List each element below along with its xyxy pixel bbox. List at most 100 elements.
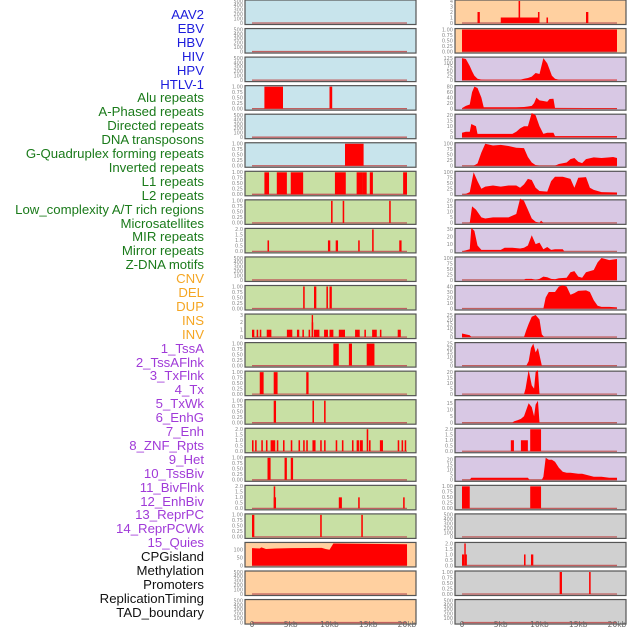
track-label: EBV xyxy=(177,20,204,36)
track-frame xyxy=(244,399,417,425)
track-bar xyxy=(530,486,542,509)
track-bar xyxy=(397,329,401,338)
y-tick-label: 0.00 xyxy=(232,192,243,198)
y-tick-label: 100 xyxy=(443,170,453,176)
track-bar xyxy=(477,12,480,23)
y-tick-label: 1.5 xyxy=(235,433,243,439)
track-frame xyxy=(454,513,627,540)
y-tick-label: 0.75 xyxy=(442,575,453,581)
track-bar xyxy=(379,329,382,338)
track-frame xyxy=(244,370,417,397)
track-panel: 0.000.250.500.751.00 xyxy=(232,284,417,312)
y-tick-label: 0 xyxy=(450,106,453,112)
y-tick-label: 5 xyxy=(450,386,453,392)
track-label: 15_Quies xyxy=(147,535,204,551)
track-bar xyxy=(326,286,328,309)
track-bar xyxy=(256,329,259,338)
track-bar xyxy=(324,329,328,338)
track-bar xyxy=(358,497,360,509)
track-label: AAV2 xyxy=(171,7,204,22)
track-bar xyxy=(320,440,322,452)
y-tick-label: 100 xyxy=(233,273,243,279)
track-bar xyxy=(364,329,366,338)
y-tick-label: 25 xyxy=(447,272,453,278)
track-label: 11_BivFlnk xyxy=(139,479,204,495)
track-bar xyxy=(329,86,333,109)
y-tick-label: 0.75 xyxy=(232,461,243,467)
y-tick-label: 0.25 xyxy=(232,529,243,535)
y-tick-label: 0.00 xyxy=(232,106,243,112)
y-tick-label: 300 xyxy=(233,36,243,42)
track-panel: 0.000.250.500.751.00 xyxy=(232,513,417,541)
y-tick-label: 0 xyxy=(450,192,453,198)
track-label: Low_complexity A/T rich regions xyxy=(15,201,204,217)
track-bar xyxy=(351,440,354,452)
y-tick-label: 20 xyxy=(447,295,453,301)
track-bar xyxy=(356,172,363,195)
y-tick-label: 0.75 xyxy=(442,33,453,39)
y-tick-label: 0.25 xyxy=(232,187,243,193)
y-tick-label: 25 xyxy=(447,313,453,319)
track-panel: 0.000.250.500.751.00 xyxy=(232,84,417,112)
track-bar xyxy=(372,329,377,338)
y-tick-label: 0.50 xyxy=(232,467,243,473)
track-bar xyxy=(537,12,540,23)
y-tick-label: 10 xyxy=(447,210,453,216)
y-tick-label: 0 xyxy=(240,21,243,27)
y-tick-label: 200 xyxy=(443,526,453,532)
y-tick-label: 10 xyxy=(447,468,453,474)
y-tick-label: 100 xyxy=(233,45,243,51)
y-tick-label: 200 xyxy=(233,41,243,47)
y-tick-label: 500 xyxy=(233,256,243,262)
track-frame xyxy=(244,227,417,254)
track-label: Methylation xyxy=(136,563,204,578)
y-tick-label: 1.00 xyxy=(232,284,243,290)
track-label: Inverted repeats xyxy=(108,159,204,175)
y-tick-label: 20 xyxy=(447,370,453,376)
track-label: L1 repeats xyxy=(141,173,204,189)
y-tick-label: 50 xyxy=(447,181,453,187)
y-tick-label: 0 xyxy=(450,363,453,369)
y-tick-label: 1.00 xyxy=(232,399,243,405)
y-tick-label: 100 xyxy=(233,587,243,593)
y-tick-label: 5 xyxy=(450,359,453,365)
track-area xyxy=(462,86,617,109)
track-label: Alu repeats xyxy=(137,90,204,106)
y-tick-label: 0.50 xyxy=(442,38,453,44)
track-label: Promoters xyxy=(143,576,204,592)
y-tick-label: 0 xyxy=(450,135,453,141)
track-frame xyxy=(244,456,417,482)
y-tick-label: 500 xyxy=(233,27,243,33)
track-label: DNA transposons xyxy=(101,132,204,148)
track-bar xyxy=(303,286,305,309)
track-bar xyxy=(283,440,285,452)
track-bar xyxy=(342,200,345,223)
y-tick-label: 300 xyxy=(233,8,243,14)
y-tick-label: 300 xyxy=(233,265,243,271)
track-frame xyxy=(244,0,417,26)
track-label: 4_Tx xyxy=(174,382,204,398)
y-tick-label: 400 xyxy=(233,32,243,38)
track-label: A-Phased repeats xyxy=(98,104,204,120)
y-tick-label: 3 xyxy=(240,313,243,319)
y-tick-label: 500 xyxy=(233,113,243,119)
track-bar xyxy=(324,440,326,452)
y-tick-label: 0 xyxy=(450,249,453,255)
track-bar xyxy=(589,572,591,594)
y-tick-label: 0.25 xyxy=(232,215,243,221)
track-bar xyxy=(265,440,268,452)
y-tick-label: 0.00 xyxy=(442,506,453,512)
track-bar xyxy=(462,486,470,509)
y-tick-label: 0.5 xyxy=(445,558,453,564)
track-bar xyxy=(290,457,294,480)
track-bar xyxy=(559,572,562,594)
y-tick-label: 25 xyxy=(447,341,453,347)
y-tick-label: 500 xyxy=(443,513,453,519)
y-tick-label: 25 xyxy=(447,158,453,164)
y-tick-label: 30 xyxy=(447,290,453,296)
